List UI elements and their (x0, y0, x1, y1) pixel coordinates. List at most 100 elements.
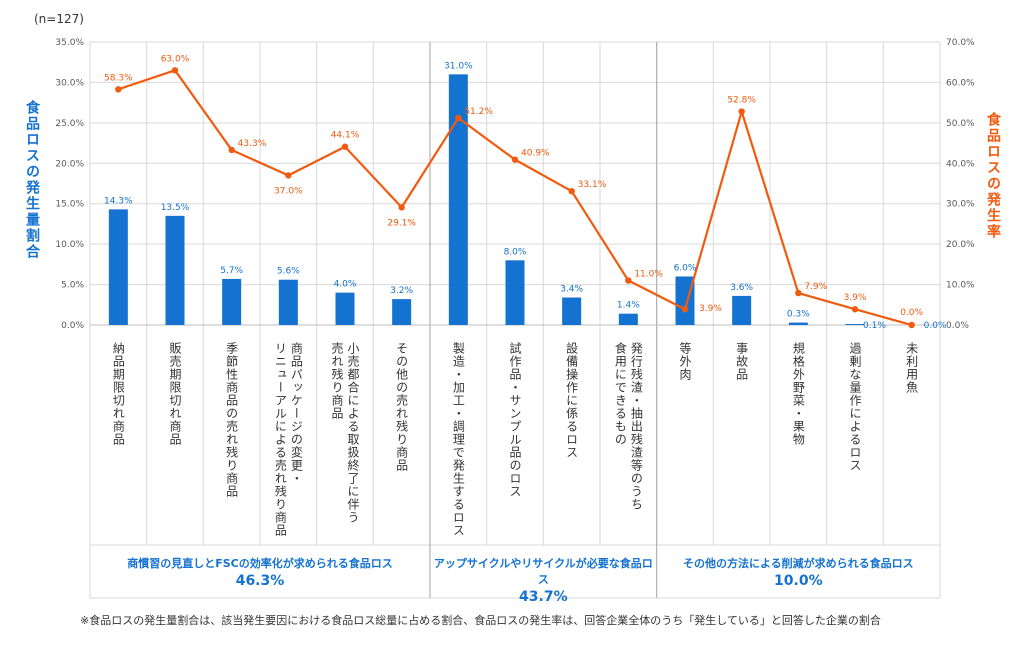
category-label-line: 商品パッケージの変更・ (289, 342, 304, 485)
bar (108, 209, 128, 325)
line-point (625, 277, 632, 284)
category-label: 納品期限切れ商品 (110, 342, 126, 542)
y-tick-right: 50.0% (946, 119, 975, 129)
category-label: 設備操作に係るロス (564, 342, 580, 542)
category-label-line: 事故品 (734, 342, 749, 381)
bar (505, 260, 525, 325)
bar-value-label: 3.2% (390, 286, 413, 296)
line-value-label: 37.0% (274, 186, 303, 196)
bar-value-label: 14.3% (104, 196, 133, 206)
category-label-line: 製造・加工・調理で発生するロス (451, 342, 466, 537)
y-tick-left: 30.0% (55, 78, 84, 88)
y-tick-right: 10.0% (946, 281, 975, 291)
bar-value-label: 5.7% (220, 266, 243, 276)
category-label: 試作品・サンプル品のロス (507, 342, 523, 542)
y-tick-right: 30.0% (946, 200, 975, 210)
group-percent: 10.0% (774, 573, 823, 589)
category-label-line: 等外肉 (678, 342, 692, 381)
line-value-label: 43.3% (238, 139, 267, 149)
y-tick-right: 40.0% (946, 159, 975, 169)
bar (392, 299, 412, 325)
line-point (455, 114, 462, 122)
bar (448, 74, 468, 325)
left-axis-title: 食品ロスの発生量割合 (24, 100, 40, 260)
line-point (908, 321, 915, 329)
bar-value-label: 0.0% (924, 321, 947, 331)
y-tick-right: 0.0% (946, 321, 969, 331)
category-label: 事故品 (734, 342, 750, 542)
category-label: 未利用魚 (904, 342, 920, 542)
line-value-label: 58.3% (104, 73, 133, 83)
line-point (681, 306, 689, 313)
line-value-label: 0.0% (900, 308, 923, 318)
line-value-label: 3.9% (844, 293, 867, 303)
y-tick-right: 70.0% (946, 38, 975, 48)
line-point (398, 204, 405, 211)
category-label-line: 設備操作に係るロス (564, 342, 579, 459)
y-tick-left: 15.0% (55, 200, 84, 210)
line-value-label: 3.9% (699, 304, 722, 314)
line-point (851, 306, 859, 313)
bar (732, 295, 752, 325)
group-title: アップサイクルやリサイクルが必要な食品ロス (433, 557, 653, 586)
bar-value-label: 6.0% (674, 263, 697, 273)
bar-value-label: 5.6% (277, 267, 300, 277)
y-tick-right: 60.0% (946, 78, 975, 88)
category-label-line: その他の売れ残り商品 (394, 342, 409, 472)
category-label: 規格外野菜・果物 (790, 342, 806, 542)
bar-value-label: 3.6% (730, 283, 753, 293)
line-value-label: 7.9% (804, 282, 827, 292)
y-tick-left: 0.0% (61, 321, 84, 331)
line-point (738, 108, 745, 115)
line-point (511, 156, 519, 163)
line-value-label: 51.2% (464, 107, 493, 117)
category-label: 商品パッケージの変更・ リニューアルによる売れ残り商品 (272, 342, 304, 542)
category-label-line: 販売期限切れ商品 (168, 342, 182, 446)
group-label: その他の方法による削減が求められる食品ロス 10.0% (657, 555, 940, 589)
line-value-label: 11.0% (634, 270, 663, 280)
bar-value-label: 8.0% (504, 247, 527, 257)
bar-value-label: 4.0% (334, 280, 357, 290)
y-tick-right: 20.0% (946, 240, 975, 250)
line-point (285, 172, 292, 179)
y-tick-left: 25.0% (55, 119, 84, 129)
line-point (115, 86, 122, 93)
category-label-line: 季節性商品の売れ残り商品 (224, 342, 239, 498)
category-label-line: 試作品・サンプル品のロス (508, 342, 522, 498)
line-point (341, 143, 349, 150)
bar (675, 276, 695, 325)
line-value-label: 52.8% (727, 96, 756, 106)
bar (278, 279, 298, 325)
category-label-line: リニューアルによる売れ残り商品 (273, 342, 288, 537)
bar-value-label: 13.5% (161, 203, 190, 213)
bar (845, 324, 865, 325)
line-point (795, 289, 802, 297)
category-label-line: 売れ残り商品 (330, 342, 344, 420)
group-percent: 46.3% (235, 573, 285, 589)
bar-value-label: 0.3% (787, 310, 810, 320)
y-tick-left: 10.0% (55, 240, 84, 250)
category-label-line: 小売都合による取扱終了に伴う (346, 342, 360, 524)
category-label: 小売都合による取扱終了に伴う 売れ残り商品 (329, 342, 361, 542)
group-title: 商慣習の見直しとFSCの効率化が求められる食品ロス (127, 557, 393, 570)
bar-value-label: 0.1% (863, 321, 886, 331)
group-percent: 43.7% (519, 589, 568, 605)
category-label: 過剰な量作によるロス (847, 342, 863, 542)
category-label-line: 食用にできるもの (613, 342, 628, 446)
category-label-line: 未利用魚 (904, 342, 919, 394)
y-tick-left: 20.0% (55, 159, 84, 169)
footnote: ※食品ロスの発生量割合は、該当発生要因における食品ロス総量に占める割合、食品ロス… (80, 614, 881, 627)
category-label: その他の売れ残り商品 (394, 342, 410, 542)
sample-size-note: (n=127) (34, 12, 84, 26)
category-label: 販売期限切れ商品 (167, 342, 183, 542)
line-point (568, 187, 575, 195)
category-label: 発行残渣・抽出残渣等のうち 食用にできるもの (612, 342, 644, 542)
bar (618, 313, 638, 325)
bar-value-label: 1.4% (617, 301, 640, 311)
bar-value-label: 3.4% (560, 285, 583, 295)
line-value-label: 29.1% (387, 218, 416, 228)
group-label: 商慣習の見直しとFSCの効率化が求められる食品ロス 46.3% (90, 555, 430, 589)
y-tick-left: 5.0% (61, 281, 84, 291)
category-label-line: 納品期限切れ商品 (111, 342, 126, 446)
category-label-line: 規格外野菜・果物 (791, 342, 806, 446)
